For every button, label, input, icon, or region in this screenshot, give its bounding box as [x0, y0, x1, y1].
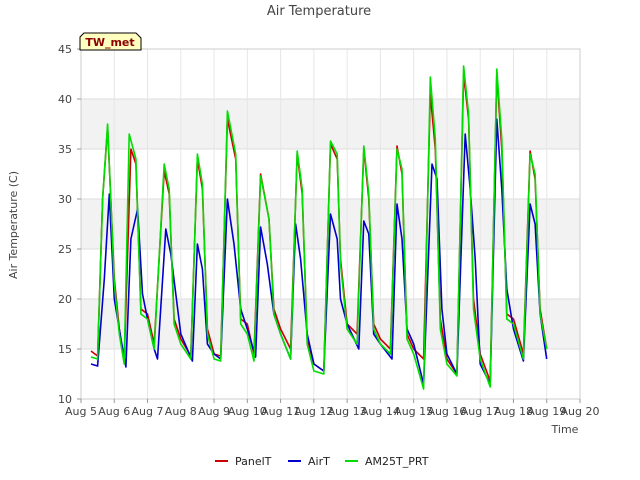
x-tick-label: Aug 9: [198, 405, 230, 418]
x-tick-label: Aug 20: [561, 405, 600, 418]
y-tick-label: 40: [58, 93, 72, 106]
legend-label-panelt: PanelT: [235, 455, 272, 468]
plot-band: [81, 49, 580, 99]
y-tick-label: 10: [58, 393, 72, 406]
x-tick-label: Aug 13: [328, 405, 367, 418]
y-tick-label: 30: [58, 193, 72, 206]
x-tick-label: Aug 18: [494, 405, 533, 418]
x-tick-label: Aug 10: [228, 405, 267, 418]
x-tick-label: Aug 11: [261, 405, 300, 418]
x-tick-label: Aug 8: [165, 405, 197, 418]
y-tick-label: 35: [58, 143, 72, 156]
x-tick-label: Aug 14: [361, 405, 400, 418]
x-tick-label: Aug 17: [461, 405, 500, 418]
y-tick-label: 25: [58, 243, 72, 256]
y-axis-ticks: 10 15 20 25 30 35 40 45: [58, 43, 81, 406]
plot-band: [81, 299, 580, 349]
x-tick-label: Aug 15: [394, 405, 433, 418]
y-axis-label: Air Temperature (C): [7, 171, 20, 279]
x-tick-label: Aug 19: [527, 405, 566, 418]
station-badge: TW_met: [79, 32, 142, 51]
x-tick-label: Aug 16: [427, 405, 466, 418]
legend-label-airt: AirT: [308, 455, 330, 468]
series-lines: [90, 65, 548, 390]
x-tick-label: Aug 5: [65, 405, 97, 418]
plot-frame: [80, 48, 581, 400]
y-tick-label: 15: [58, 343, 72, 356]
plot-band: [81, 349, 580, 399]
station-badge-label: TW_met: [85, 36, 134, 49]
x-tick-label: Aug 12: [294, 405, 333, 418]
y-tick-label: 20: [58, 293, 72, 306]
x-tick-label: Aug 6: [98, 405, 130, 418]
y-tick-label: 45: [58, 43, 72, 56]
legend-label-am25t-prt: AM25T_PRT: [365, 455, 429, 468]
chart-title: Air Temperature: [267, 4, 371, 19]
x-tick-label: Aug 7: [132, 405, 164, 418]
legend: PanelT AirT AM25T_PRT: [215, 455, 429, 468]
x-axis-label: Time: [551, 423, 579, 436]
station-badge-box: [79, 32, 142, 51]
series-line-am25t-prt: [90, 65, 548, 390]
